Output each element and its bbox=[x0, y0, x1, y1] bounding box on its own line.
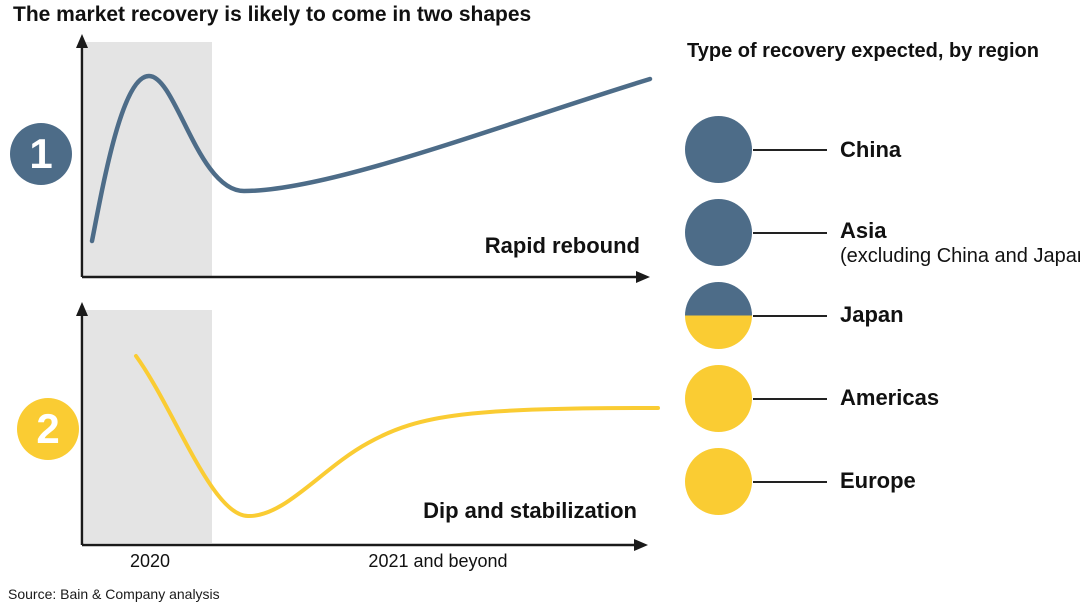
chart1-annotation: Rapid rebound bbox=[484, 233, 640, 258]
x-tick-2020: 2020 bbox=[129, 551, 171, 571]
legend-label-europe: Europe bbox=[840, 468, 916, 493]
legend-americas-circle-icon bbox=[685, 365, 752, 432]
chart1-number-badge: 1 bbox=[10, 123, 72, 185]
chart2-number-badge: 2 bbox=[17, 398, 79, 460]
chart2-x-axis-arrow-icon bbox=[634, 539, 648, 551]
shaded-band-2020-chart1 bbox=[84, 42, 212, 276]
page-title: The market recovery is likely to come in… bbox=[13, 3, 532, 26]
legend-americas-connector-line bbox=[753, 398, 827, 400]
legend-header: Type of recovery expected, by region bbox=[687, 40, 1039, 62]
chart2-number: 2 bbox=[36, 405, 60, 452]
source-note: Source: Bain & Company analysis bbox=[8, 586, 220, 602]
legend-asia-connector-line bbox=[753, 232, 827, 234]
chart1-number: 1 bbox=[29, 130, 53, 177]
chart1-y-axis-arrow-icon bbox=[76, 34, 88, 48]
x-tick-2021-and-beyond: 2021 and beyond bbox=[368, 551, 508, 571]
legend-japan-connector-line bbox=[753, 315, 827, 317]
chart2-dip-stabilization-curve bbox=[134, 354, 660, 519]
legend-label-americas: Americas bbox=[840, 385, 940, 410]
legend-label-japan: Japan bbox=[840, 302, 904, 327]
legend-china-circle-icon bbox=[685, 116, 752, 183]
chart2-annotation: Dip and stabilization bbox=[423, 498, 637, 523]
legend-asia-circle-icon bbox=[685, 199, 752, 266]
chart2-y-axis-arrow-icon bbox=[76, 302, 88, 316]
legend-europe-connector-line bbox=[753, 481, 827, 483]
legend-sublabel-asia: (excluding China and Japan) bbox=[840, 245, 1080, 267]
chart1-x-axis-arrow-icon bbox=[636, 271, 650, 283]
shaded-band-2020-chart2 bbox=[84, 310, 212, 543]
legend-label-china: China bbox=[840, 137, 902, 162]
legend-china-connector-line bbox=[753, 149, 827, 151]
legend-label-asia: Asia bbox=[840, 218, 887, 243]
chart1-rapid-rebound-curve bbox=[89, 73, 653, 244]
legend-japan-circle-icon bbox=[685, 282, 752, 349]
legend-europe-circle-icon bbox=[685, 448, 752, 515]
